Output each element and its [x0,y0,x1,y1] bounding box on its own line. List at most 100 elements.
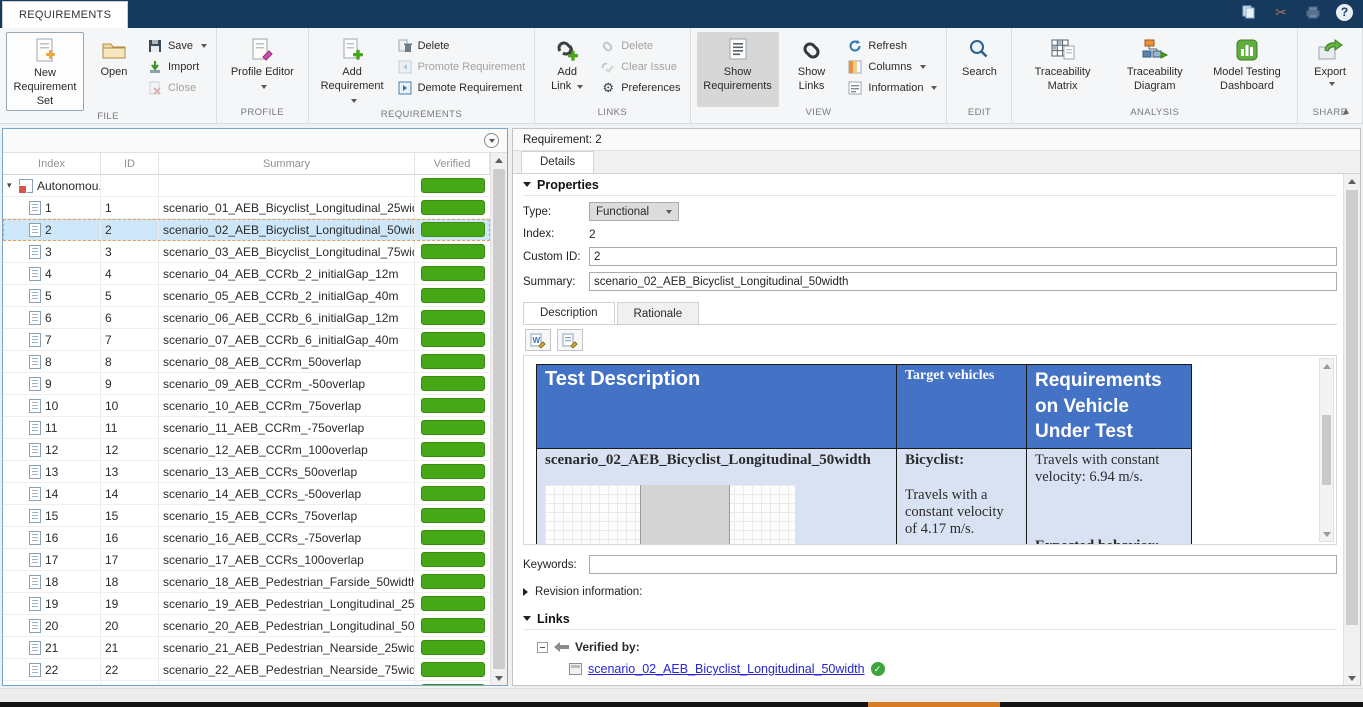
profile-editor-button[interactable]: Profile Editor [223,32,302,107]
table-row[interactable]: 15 15 scenario_15_AEB_CCRs_75overlap [3,505,490,527]
table-row[interactable] [3,681,490,685]
verified-link[interactable]: scenario_02_AEB_Bicyclist_Longitudinal_5… [588,662,865,676]
summary-input[interactable] [589,272,1337,291]
table-row[interactable]: 10 10 scenario_10_AEB_CCRm_75overlap [3,395,490,417]
table-row[interactable]: 20 20 scenario_20_AEB_Pedestrian_Longitudi… [3,615,490,637]
delete-link-label: Delete [621,40,653,52]
new-requirement-set-label: New Requirement Set [13,67,77,107]
links-section-header[interactable]: Links [523,608,1337,630]
panel-menu-icon[interactable] [484,133,499,148]
table-row[interactable]: 4 4 scenario_04_AEB_CCRb_2_initialGap_12m [3,263,490,285]
table-row[interactable]: 21 21 scenario_21_AEB_Pedestrian_Nearside_… [3,637,490,659]
table-row[interactable]: 9 9 scenario_09_AEB_CCRm_-50overlap [3,373,490,395]
tab-description[interactable]: Description [523,302,615,324]
requirement-icon [29,376,41,391]
revision-information-row[interactable]: Revision information: [523,586,1337,598]
tab-rationale[interactable]: Rationale [616,302,700,324]
collapse-ribbon-icon[interactable]: ▲ [1341,106,1351,117]
table-row[interactable]: 5 5 scenario_05_AEB_CCRb_2_initialGap_40m [3,285,490,307]
promote-requirement-button[interactable]: Promote Requirement [394,58,529,76]
table-row[interactable]: 8 8 scenario_08_AEB_CCRm_50overlap [3,351,490,373]
column-header-summary[interactable]: Summary [159,153,415,174]
verified-bar [420,310,485,325]
print-icon[interactable] [1304,3,1322,21]
verified-bar [420,464,485,479]
table-row[interactable]: 22 22 scenario_22_AEB_Pedestrian_Nearside_… [3,659,490,681]
table-row-root[interactable]: ▾ Autonomou... [3,175,490,197]
table-row[interactable]: 17 17 scenario_17_AEB_CCRs_100overlap [3,549,490,571]
copy-icon[interactable] [1240,3,1258,21]
add-requirement-button[interactable]: Add Requirement [315,32,390,109]
import-button[interactable]: Import [144,58,210,76]
traceability-diagram-button[interactable]: Traceability Diagram [1111,32,1199,107]
new-requirement-set-icon [33,37,57,65]
add-link-button[interactable]: Add Link [541,32,593,107]
description-rich-text[interactable]: Test Description Target vehicles Require… [523,355,1337,545]
tree-expander-icon[interactable]: ▾ [7,180,12,190]
close-button[interactable]: Close [144,79,210,97]
save-button[interactable]: Save [144,37,210,55]
left-arrow-icon [554,642,569,652]
show-links-label: Show Links [797,66,826,92]
ribbon-group-profile: Profile Editor PROFILE [217,28,309,123]
table-row[interactable]: 11 11 scenario_11_AEB_CCRm_-75overlap [3,417,490,439]
doc-cell-target-body: Travels with a constant velocity of 4.17… [905,486,1004,537]
tab-requirements[interactable]: REQUIREMENTS [2,1,129,28]
status-bar [0,688,1363,702]
table-row[interactable]: 14 14 scenario_14_AEB_CCRs_-50overlap [3,483,490,505]
ribbon-group-analysis: Traceability Matrix Traceability Diagram… [1012,28,1299,123]
open-button[interactable]: Open [88,32,140,111]
group-label-requirements: REQUIREMENTS [380,109,463,121]
verified-bar [420,398,485,413]
index-label: Index: [523,228,555,240]
table-row[interactable]: 2 2 scenario_02_AEB_Bicyclist_Longitudinal… [3,219,490,241]
table-row[interactable]: 16 16 scenario_16_AEB_CCRs_-75overlap [3,527,490,549]
verified-bar [420,508,485,523]
edit-in-word-button[interactable]: W [525,329,551,351]
export-button[interactable]: Export [1304,32,1356,107]
column-header-id[interactable]: ID [101,153,159,174]
show-links-button[interactable]: Show Links [783,32,841,107]
add-link-icon [554,36,580,64]
details-scrollbar[interactable] [1343,174,1360,685]
show-requirements-button[interactable]: Show Requirements [696,32,779,107]
table-row[interactable]: 3 3 scenario_03_AEB_Bicyclist_Longitudinal… [3,241,490,263]
properties-section-header[interactable]: Properties [523,174,1337,196]
delete-requirement-button[interactable]: Delete [394,37,529,55]
edit-description-button[interactable] [557,329,583,351]
requirement-title: Requirement: 2 [513,129,1360,151]
new-requirement-set-button[interactable]: New Requirement Set [6,32,84,112]
model-testing-dashboard-label: Model Testing Dashboard [1213,66,1281,92]
table-row[interactable]: 1 1 scenario_01_AEB_Bicyclist_Longitudinal… [3,197,490,219]
keywords-input[interactable] [589,555,1337,574]
table-row[interactable]: 18 18 scenario_18_AEB_Pedestrian_Farside_5… [3,571,490,593]
model-testing-dashboard-button[interactable]: Model Testing Dashboard [1203,32,1291,107]
table-rows: ▾ Autonomou... 11scenario_01_AEB_Bicycli… [3,175,490,685]
search-button[interactable]: Search [953,32,1005,107]
description-scrollbar[interactable] [1319,358,1334,542]
table-scrollbar[interactable] [490,153,507,685]
cut-icon[interactable]: ✂ [1275,3,1287,20]
details-tabstrip: Details [513,151,1360,174]
column-header-index[interactable]: Index [3,153,101,174]
demote-requirement-button[interactable]: Demote Requirement [394,79,529,97]
collapse-minus-icon[interactable] [537,641,548,653]
tab-details[interactable]: Details [521,151,595,173]
column-header-verified[interactable]: Verified [415,153,490,174]
refresh-button[interactable]: Refresh [844,37,940,55]
help-icon[interactable]: ? [1336,3,1353,21]
table-row[interactable]: 12 12 scenario_12_AEB_CCRm_100overlap [3,439,490,461]
table-row[interactable]: 19 19 scenario_19_AEB_Pedestrian_Longitudi… [3,593,490,615]
custom-id-input[interactable] [589,247,1337,266]
table-row[interactable]: 7 7 scenario_07_AEB_CCRb_6_initialGap_40m [3,329,490,351]
table-row[interactable]: 6 6 scenario_06_AEB_CCRb_6_initialGap_12m [3,307,490,329]
traceability-matrix-button[interactable]: Traceability Matrix [1018,32,1106,107]
type-dropdown[interactable]: Functional [589,202,680,221]
delete-link-button[interactable]: Delete [597,37,683,55]
columns-button[interactable]: Columns [844,58,940,76]
information-button[interactable]: Information [844,79,940,97]
clear-issue-button[interactable]: Clear Issue [597,58,683,76]
preferences-button[interactable]: ⚙ Preferences [597,79,683,97]
verified-bar [420,640,485,655]
table-row[interactable]: 13 13 scenario_13_AEB_CCRs_50overlap [3,461,490,483]
